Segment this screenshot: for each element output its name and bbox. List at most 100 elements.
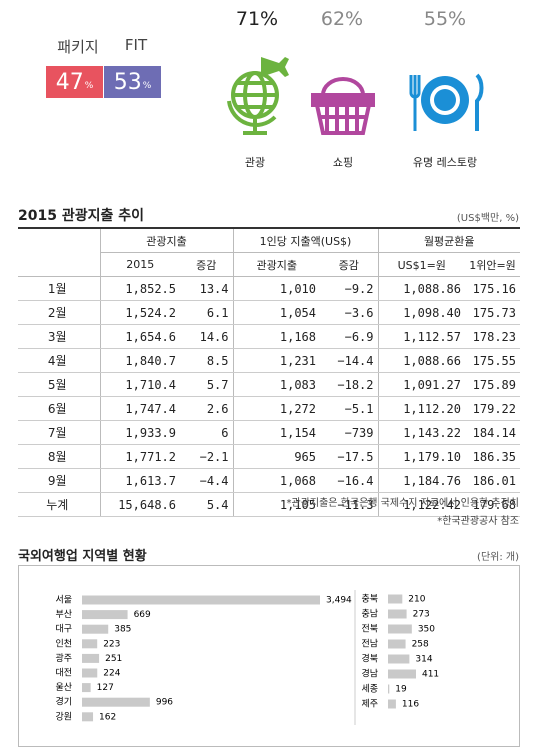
bar	[388, 699, 396, 709]
cell: 1,852.5	[99, 276, 180, 301]
bar	[82, 624, 109, 634]
activity-label: 쇼핑	[332, 156, 354, 169]
chart-unit: (단위: 개)	[477, 552, 519, 563]
region-label: 강원	[55, 711, 72, 722]
cell: 175.89	[465, 372, 520, 397]
table-row: 누계 15,648.6 5.4 1,105 −11.3 1,122.42 179.68	[18, 492, 520, 517]
cell: −11.3	[320, 492, 378, 517]
cell: 5.4	[180, 492, 233, 517]
cell: 1,088.86	[377, 276, 465, 301]
group-header: 관광지출	[99, 229, 233, 253]
cell: 1,105	[232, 492, 320, 517]
cell: 1,710.4	[99, 372, 180, 397]
cell: 6	[180, 420, 233, 445]
icons	[227, 57, 484, 135]
activity-percent: 71%	[235, 8, 279, 30]
cell: 1,613.7	[99, 468, 180, 493]
region-label: 부산	[55, 609, 72, 620]
cell: −16.4	[320, 468, 378, 493]
cell: 1,747.4	[99, 396, 180, 421]
cell: 1,272	[232, 396, 320, 421]
bar	[388, 669, 416, 679]
sub-header: 1위안=원	[465, 252, 520, 277]
activity-percent: 55%	[423, 8, 467, 30]
cell: 186.01	[465, 468, 520, 493]
region-label: 서울	[55, 595, 72, 606]
bar	[388, 609, 407, 619]
region-label: 인천	[55, 638, 72, 649]
cell: −3.6	[320, 300, 378, 325]
cell: 175.55	[465, 348, 520, 373]
region-label: 대구	[55, 624, 72, 635]
cell: −2.1	[180, 444, 233, 469]
cell: 175.73	[465, 300, 520, 325]
bar	[82, 595, 320, 605]
sub-header: 2015	[99, 252, 180, 277]
activity-label: 유명 레스토랑	[412, 156, 478, 169]
cell: 6.1	[180, 300, 233, 325]
value-label: 19	[395, 685, 407, 695]
row-label: 5월	[18, 372, 100, 397]
table-row: 9월 1,613.7 −4.4 1,068 −16.4 1,184.76 186.01	[18, 468, 520, 493]
cell: 178.23	[465, 324, 520, 349]
cell: −18.2	[320, 372, 378, 397]
cell: 1,088.66	[377, 348, 465, 373]
value-label: 669	[134, 610, 151, 620]
table-row: 3월 1,654.6 14.6 1,168 −6.9 1,112.57 178.23	[18, 324, 520, 349]
cell: 179.68	[465, 492, 520, 517]
cell: 1,054	[232, 300, 320, 325]
sub-header: US$1=원	[377, 252, 465, 277]
region-label: 전남	[361, 639, 378, 650]
cell: −14.4	[320, 348, 378, 373]
region-label: 전북	[361, 624, 378, 635]
sub-header: 증감	[180, 252, 233, 277]
cell: −5.1	[320, 396, 378, 421]
cell: 1,112.20	[377, 396, 465, 421]
table-row: 2월 1,524.2 6.1 1,054 −3.6 1,098.40 175.73	[18, 300, 520, 325]
region-label: 경북	[361, 653, 378, 665]
group-header: 월평균환율	[377, 229, 520, 253]
table-title: 2015 관광지출 추이	[18, 208, 144, 224]
cell: 1,231	[232, 348, 320, 373]
table-unit: (US$백만, %)	[456, 213, 519, 224]
cell: 13.4	[180, 276, 233, 301]
chart-frame	[18, 565, 520, 747]
row-label: 3월	[18, 324, 100, 349]
bar	[388, 639, 406, 649]
row-label: 9월	[18, 468, 100, 493]
bar	[82, 712, 94, 722]
bar	[388, 684, 390, 694]
cell: 5.7	[180, 372, 233, 397]
cell: 15,648.6	[99, 492, 180, 517]
bar	[388, 654, 410, 664]
value-label: 996	[156, 698, 173, 708]
share-unit: %	[84, 81, 94, 91]
activity-label: 관광	[244, 156, 266, 169]
chart-title: 국외여행업 지역별 현황	[18, 549, 147, 564]
bar	[82, 668, 98, 678]
table-row: 5월 1,710.4 5.7 1,083 −18.2 1,091.27 175.89	[18, 372, 520, 397]
cell: 965	[232, 444, 320, 469]
table-row: 7월 1,933.9 6 1,154 −739 1,143.22 184.14	[18, 420, 520, 445]
bar	[388, 624, 412, 634]
value-label: 162	[99, 712, 116, 722]
share-value: 53	[113, 69, 142, 95]
restaurant-icon	[409, 73, 484, 131]
row-label: 4월	[18, 348, 100, 373]
cell: 1,179.10	[377, 444, 465, 469]
cell: 1,654.6	[99, 324, 180, 349]
cell: 186.35	[465, 444, 520, 469]
table-row: 8월 1,771.2 −2.1 965 −17.5 1,179.10 186.35	[18, 444, 520, 469]
cell: −9.2	[320, 276, 378, 301]
bar	[82, 683, 91, 693]
cell: 1,154	[232, 420, 320, 445]
region-label: 충남	[361, 609, 378, 620]
value-label: 411	[422, 670, 439, 680]
table-note: *관광지출은 한국은행 국제수지 자료에서 인용한 추정치	[286, 498, 520, 509]
value-label: 273	[413, 610, 430, 620]
group-header: 1인당 지출액(US$)	[232, 229, 378, 253]
cell: 2.6	[180, 396, 233, 421]
share-box: 47%	[46, 66, 103, 98]
value-label: 223	[103, 639, 120, 649]
region-label: 경남	[361, 668, 378, 680]
